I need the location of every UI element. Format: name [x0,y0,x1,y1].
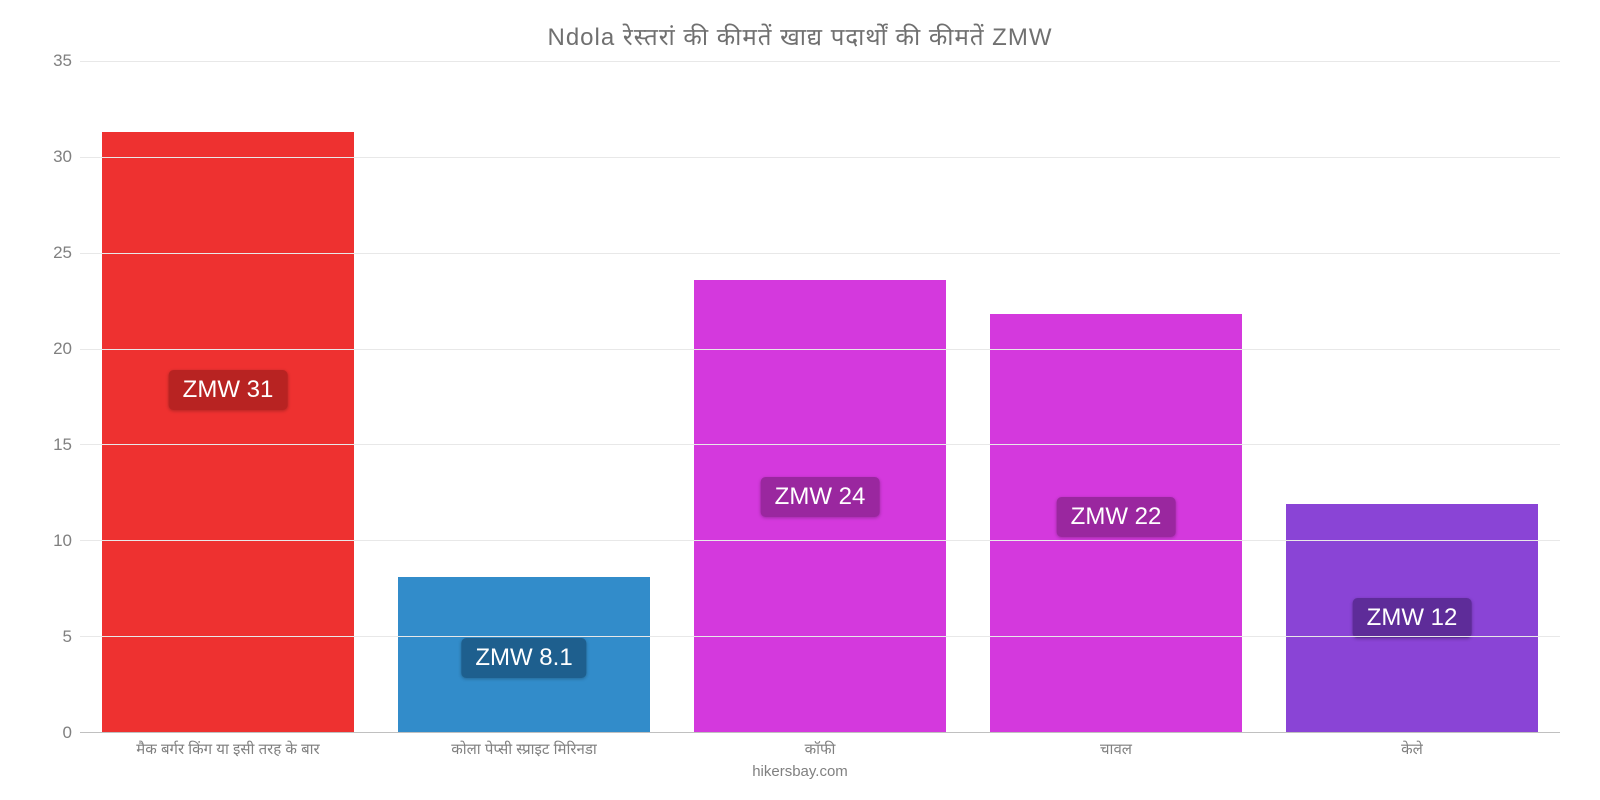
bar-wrap: ZMW 22 [968,61,1264,732]
bar-wrap: ZMW 12 [1264,61,1560,732]
bar [102,132,354,732]
x-tick: कॉफी [672,739,968,759]
bar-value-label: ZMW 8.1 [461,638,586,678]
y-tick: 5 [63,627,80,647]
y-tick: 25 [53,243,80,263]
y-tick: 30 [53,147,80,167]
x-tick: केले [1264,739,1560,759]
bar-value-label: ZMW 22 [1057,497,1176,537]
x-tick: कोला पेप्सी स्प्राइट मिरिनडा [376,739,672,759]
gridline [80,253,1560,254]
x-tick: चावल [968,739,1264,759]
bar-wrap: ZMW 24 [672,61,968,732]
x-axis: मैक बर्गर किंग या इसी तरह के बारकोला पेप… [80,739,1560,759]
chart-title: Ndola रेस्तरां की कीमतें खाद्य पदार्थों … [40,20,1560,53]
bars-row: ZMW 31 ZMW 8.1 ZMW 24 ZMW 22 ZMW 12 [80,61,1560,732]
y-tick: 20 [53,339,80,359]
bar-value-label: ZMW 12 [1353,598,1472,638]
y-tick: 35 [53,51,80,71]
gridline [80,349,1560,350]
gridline [80,157,1560,158]
gridline [80,444,1560,445]
bar-wrap: ZMW 31 [80,61,376,732]
chart-container: Ndola रेस्तरां की कीमतें खाद्य पदार्थों … [40,20,1560,780]
attribution: hikersbay.com [40,763,1560,780]
gridline [80,61,1560,62]
y-axis: 05101520253035 [40,61,80,733]
bar-wrap: ZMW 8.1 [376,61,672,732]
y-tick: 0 [63,723,80,743]
y-tick: 10 [53,531,80,551]
x-tick: मैक बर्गर किंग या इसी तरह के बार [80,739,376,759]
bar-value-label: ZMW 24 [761,477,880,517]
bar-value-label: ZMW 31 [169,370,288,410]
plot-area: ZMW 31 ZMW 8.1 ZMW 24 ZMW 22 ZMW 12 [80,61,1560,733]
y-tick: 15 [53,435,80,455]
chart-body: 05101520253035 ZMW 31ZMW 8.1ZMW 24ZMW 22… [40,61,1560,733]
gridline [80,636,1560,637]
gridline [80,540,1560,541]
